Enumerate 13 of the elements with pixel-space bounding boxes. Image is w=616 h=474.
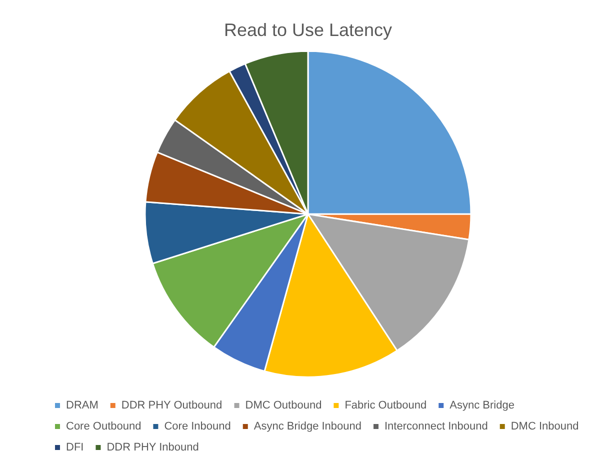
legend-label: Core Inbound — [164, 420, 231, 432]
legend-label: DFI — [66, 442, 84, 454]
legend-label: Interconnect Inbound — [384, 420, 488, 432]
legend-label: Core Outbound — [66, 420, 142, 432]
legend-label: DMC Outbound — [245, 400, 322, 412]
chart-title: Read to Use Latency — [224, 20, 392, 40]
legend-label: DRAM — [66, 400, 98, 412]
legend-label: DMC Inbound — [510, 420, 579, 432]
legend-label: Fabric Outbound — [344, 400, 427, 412]
legend-label: Async Bridge Inbound — [254, 420, 362, 432]
legend-label: DDR PHY Inbound — [106, 442, 199, 454]
legend-label: DDR PHY Outbound — [121, 400, 222, 412]
legend-label: Async Bridge — [450, 400, 514, 412]
